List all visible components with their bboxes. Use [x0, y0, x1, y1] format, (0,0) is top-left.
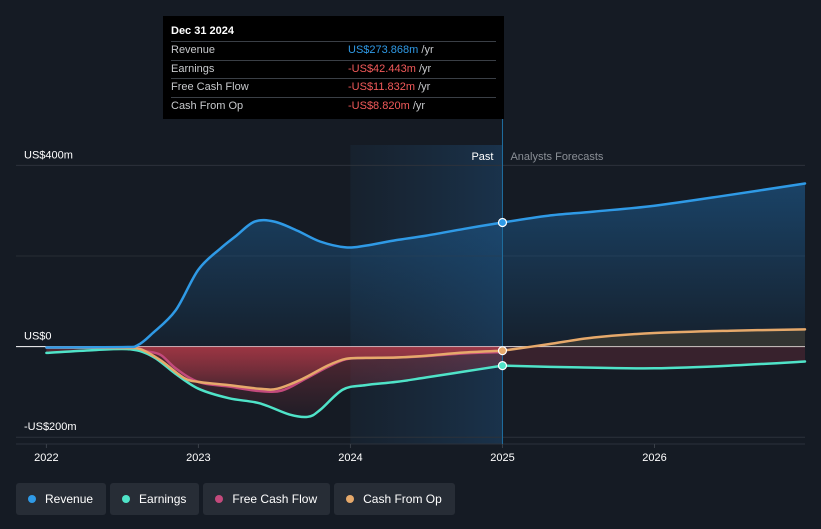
legend-item-cash-from-op[interactable]: Cash From Op: [334, 483, 455, 515]
revenue-marker: [497, 217, 508, 228]
x-tick-label: 2026: [642, 452, 666, 464]
chart-legend: Revenue Earnings Free Cash Flow Cash Fro…: [16, 483, 455, 515]
x-tick-label: 2023: [186, 452, 210, 464]
tooltip-row-free-cash-flow: Free Cash Flow -US$11.832m /yr: [171, 78, 496, 97]
legend-label: Free Cash Flow: [232, 492, 318, 506]
tooltip-label: Earnings: [171, 62, 215, 75]
cash-from-op-forecast-line: [501, 328, 807, 352]
tooltip-value-amount: -US$11.832m: [348, 81, 416, 93]
revenue-line: [45, 218, 504, 349]
earnings-forecast-area: [502, 346, 805, 369]
legend-dot-icon: [28, 495, 36, 503]
legend-dot-icon: [122, 495, 131, 503]
x-tick-label: 2025: [490, 452, 514, 464]
tooltip-value-amount: -US$8.820m: [348, 99, 410, 112]
legend-item-earnings[interactable]: Earnings: [110, 483, 200, 515]
tooltip-value: -US$11.832m /yr: [348, 79, 430, 97]
tooltip-date: Dec 31 2024: [171, 25, 234, 37]
earnings-marker: [497, 361, 508, 371]
y-tick-label: -US$200m: [24, 421, 77, 433]
legend-label: Earnings: [139, 492, 187, 506]
cash-from-op-forecast-area: [531, 329, 805, 347]
legend-label: Cash From Op: [363, 492, 442, 506]
legend-item-free-cash-flow[interactable]: Free Cash Flow: [203, 483, 331, 515]
tooltip-row-revenue: Revenue US$273.868m /yr: [171, 41, 496, 60]
y-tick-label: US$0: [24, 331, 52, 343]
past-label: Past: [471, 151, 493, 163]
x-tick-label: 2022: [34, 452, 58, 464]
tooltip-row-earnings: Earnings -US$42.443m /yr: [171, 59, 496, 79]
tooltip-value-unit: /yr: [418, 81, 431, 93]
cash-from-op-marker: [497, 346, 508, 356]
revenue-forecast-line: [501, 182, 807, 224]
legend-dot-icon: [215, 495, 224, 503]
earnings-line: [45, 347, 504, 419]
tooltip-row-cash-from-op: Cash From Op -US$8.820m /yr: [171, 96, 496, 116]
tooltip-value-unit: /yr: [421, 44, 434, 56]
tooltip-value-amount: US$273.868m: [348, 44, 419, 56]
tooltip-label: Revenue: [171, 44, 216, 56]
tooltip-value: US$273.868m /yr: [348, 42, 434, 60]
legend-item-revenue[interactable]: Revenue: [16, 483, 107, 515]
tooltip-value: -US$42.443m /yr: [348, 61, 431, 79]
tooltip-label: Free Cash Flow: [171, 81, 249, 93]
y-tick-label: US$400m: [24, 149, 73, 161]
earnings-forecast-line: [501, 360, 807, 370]
cash-from-op-line: [45, 346, 504, 391]
tooltip-label: Cash From Op: [171, 99, 244, 112]
legend-label: Revenue: [45, 492, 94, 506]
legend-dot-icon: [346, 495, 355, 503]
x-tick-label: 2024: [338, 452, 362, 464]
tooltip-value-unit: /yr: [418, 62, 432, 75]
tooltip-value-amount: -US$42.443m: [348, 62, 416, 75]
forecast-label: Analysts Forecasts: [510, 151, 603, 163]
hover-tooltip: Dec 31 2024 Revenue US$273.868m /yr Earn…: [163, 16, 504, 119]
free-cash-flow-area: [46, 346, 503, 392]
revenue-area: [134, 183, 805, 347]
tooltip-value: -US$8.820m /yr: [348, 98, 425, 116]
tooltip-value-unit: /yr: [412, 99, 426, 112]
